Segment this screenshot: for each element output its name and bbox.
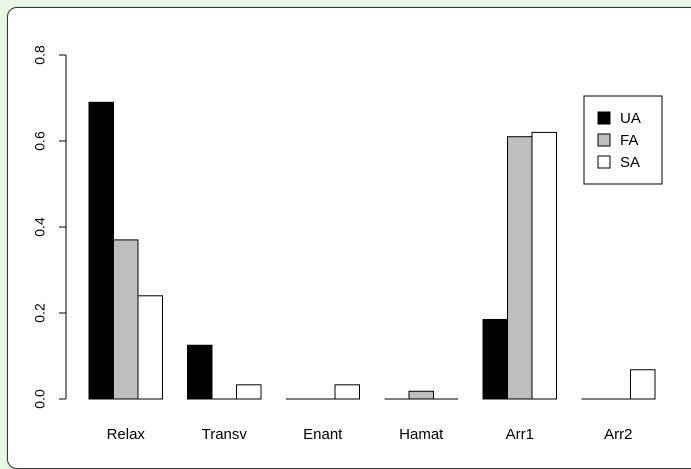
bar-fa-hamat (408, 390, 434, 400)
legend-label: UA (620, 110, 641, 127)
legend-swatch (597, 133, 611, 147)
legend: UA FA SA (583, 95, 663, 185)
y-tick-label: 0.4 (32, 217, 48, 237)
bar-ua-relax (88, 101, 114, 400)
x-tick-label: Relax (107, 426, 146, 439)
legend-label: SA (620, 154, 640, 171)
y-tick-label: 0.0 (32, 389, 48, 409)
y-tick-label: 0.2 (32, 303, 48, 323)
y-axis: 0.0 0.2 0.4 0.6 0.8 (32, 45, 67, 409)
x-axis-labels: Relax Transv Enant Hamat Arr1 Arr2 (107, 426, 633, 443)
x-tick-label: Hamat (399, 426, 444, 439)
bar-sa-arr1 (531, 131, 557, 400)
bar-ua-arr1 (482, 318, 508, 400)
bar-fa-arr1 (507, 136, 533, 400)
bar-sa-transv (236, 384, 262, 400)
legend-label: FA (620, 132, 638, 149)
bar-sa-enant (334, 384, 360, 400)
legend-swatch (597, 111, 611, 125)
x-tick-label: Transv (202, 426, 248, 439)
x-tick-label: Arr1 (506, 426, 534, 439)
x-tick-label: Arr2 (604, 426, 632, 439)
bar-fa-relax (113, 239, 139, 400)
bar-ua-transv (187, 344, 213, 400)
y-tick-label: 0.6 (32, 131, 48, 151)
chart-area: 0.0 0.2 0.4 0.6 0.8 Relax Transv Enant Hamat Arr… (32, 45, 663, 443)
x-tick-label: Enant (303, 426, 343, 439)
y-tick-label: 0.8 (32, 45, 48, 65)
bar-sa-relax (137, 295, 163, 400)
bar-sa-arr2 (630, 369, 656, 400)
legend-swatch (597, 155, 611, 169)
bars (88, 101, 656, 400)
bar-chart: 0.0 0.2 0.4 0.6 0.8 Relax Transv Enant Hamat Arr… (32, 45, 663, 443)
legend-box (583, 95, 663, 185)
